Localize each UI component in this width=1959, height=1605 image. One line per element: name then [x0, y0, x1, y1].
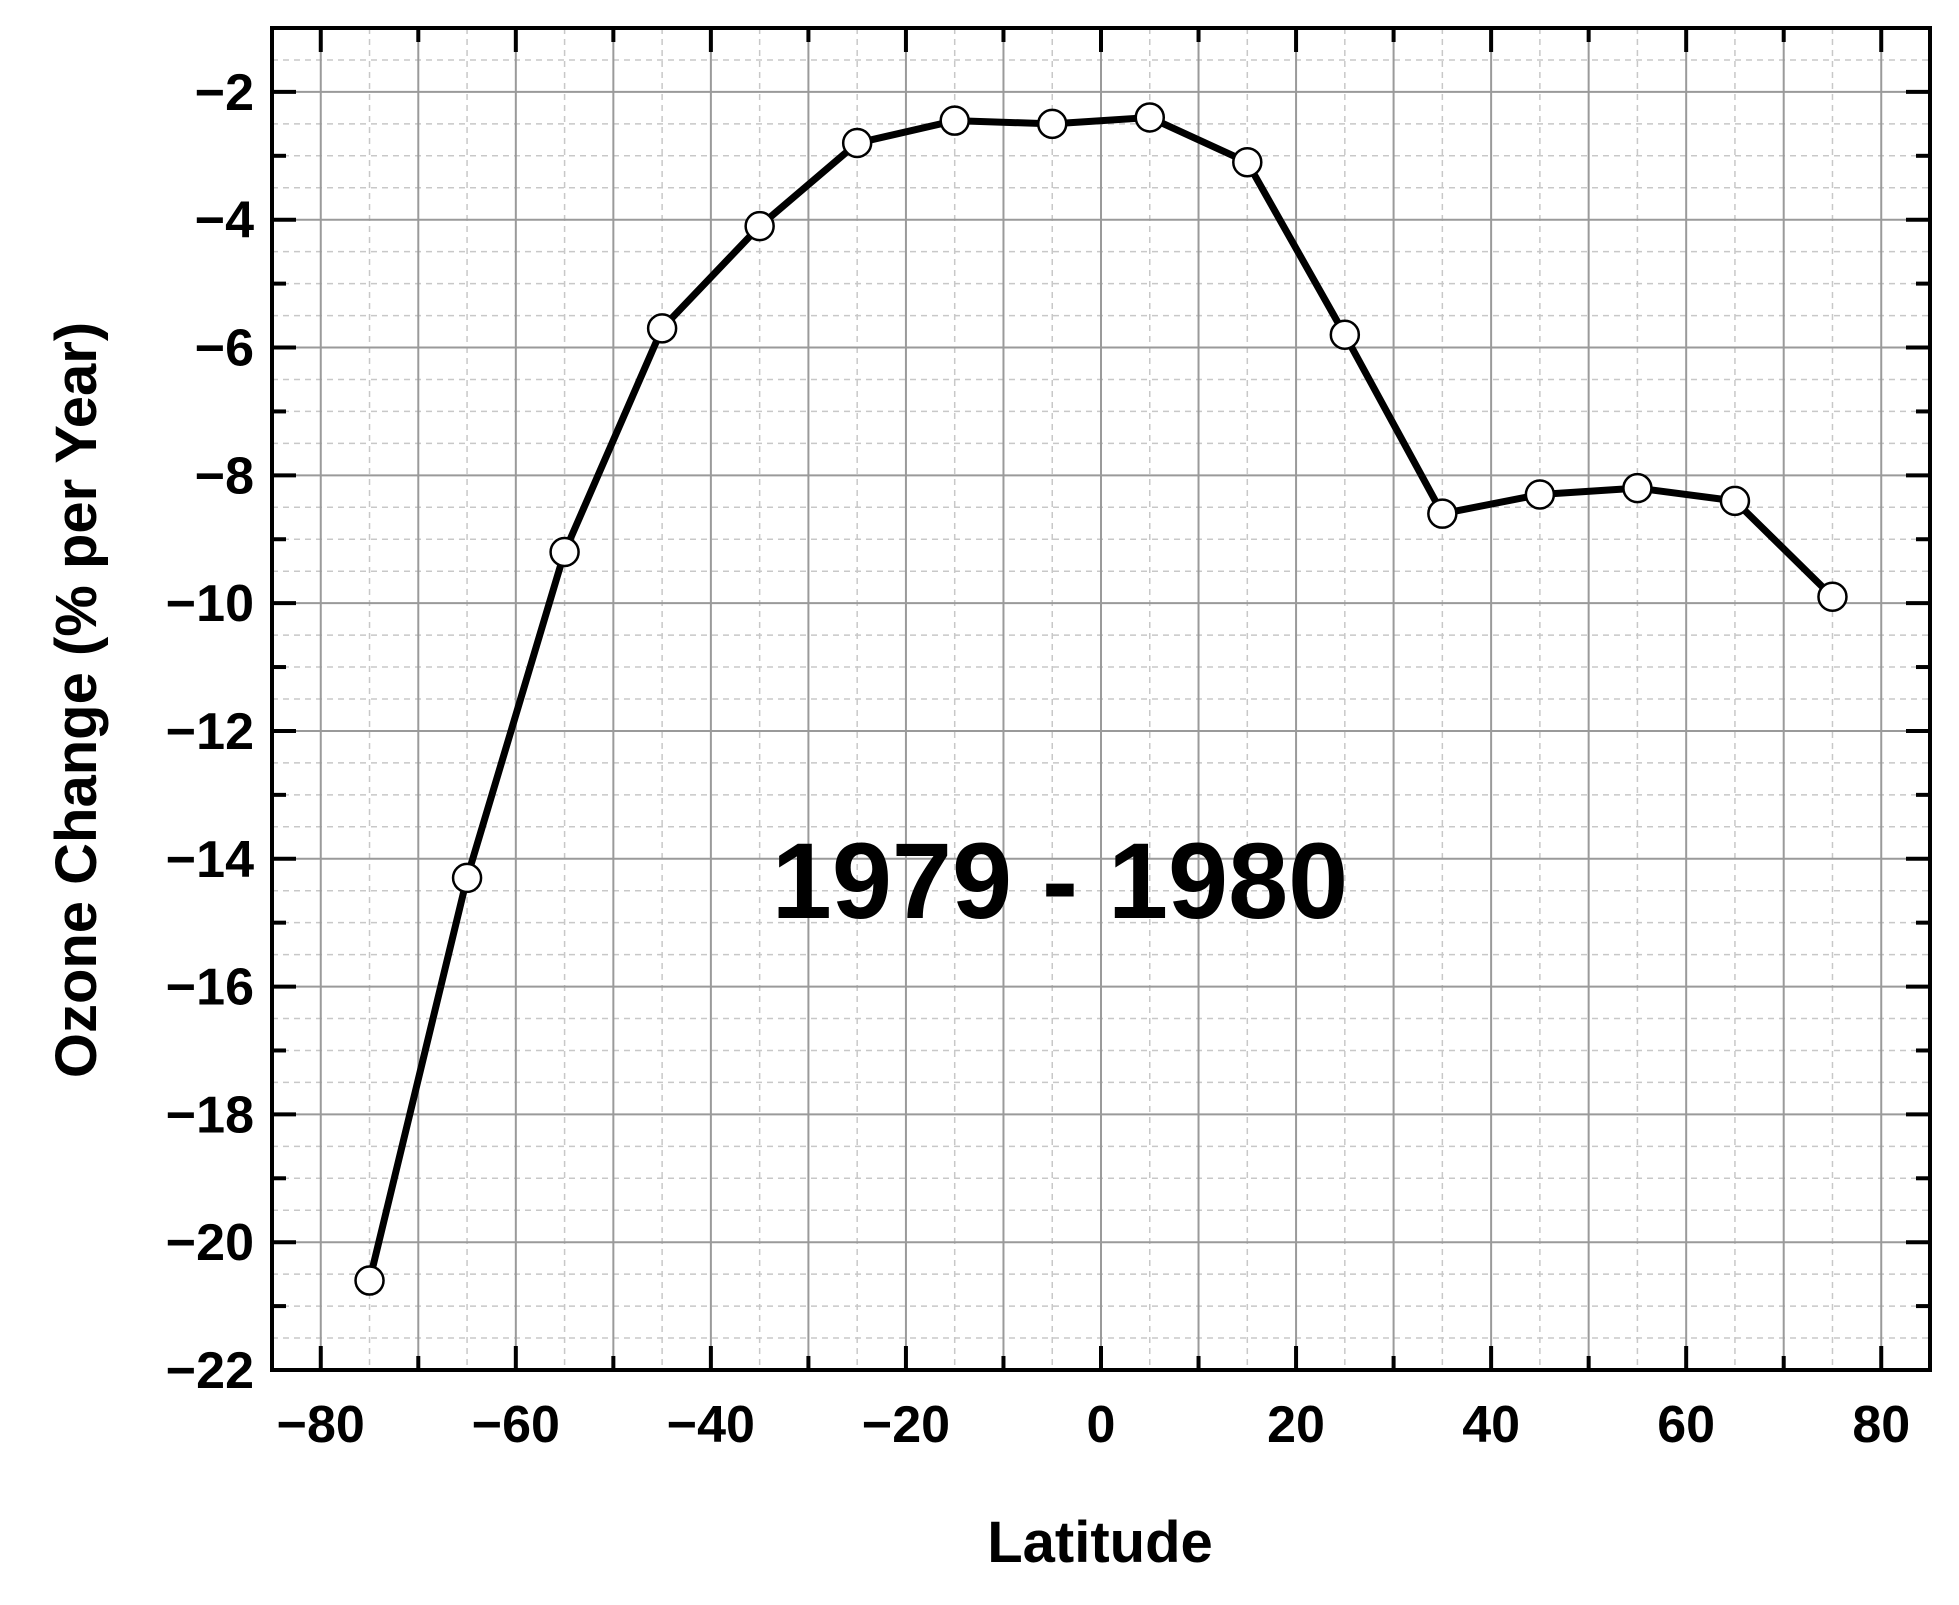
- y-tick-label: −4: [195, 192, 254, 250]
- x-tick-label: 60: [1657, 1396, 1715, 1454]
- y-tick-label: −20: [166, 1214, 254, 1272]
- x-axis-title: Latitude: [987, 1510, 1213, 1575]
- data-point: [1036, 108, 1068, 140]
- data-point: [841, 127, 873, 159]
- data-point: [1622, 472, 1653, 504]
- series-line: [366, 113, 1835, 1282]
- data-point: [646, 313, 678, 344]
- x-tick-label: −80: [277, 1396, 365, 1454]
- data-point: [939, 105, 970, 136]
- data-point: [1232, 146, 1263, 178]
- data-point: [1329, 319, 1361, 350]
- y-axis-title: Ozone Change (% per Year): [44, 322, 109, 1078]
- y-tick-labels: −2 −4 −6 −8 −10 −12 −14 −16 −18 −20 −22: [166, 64, 254, 1400]
- x-tick-label: −20: [862, 1396, 950, 1454]
- data-point: [354, 1265, 385, 1296]
- x-tick-label: −40: [667, 1396, 755, 1454]
- y-tick-label: −22: [166, 1342, 254, 1400]
- y-tick-label: −10: [166, 575, 254, 633]
- data-point: [1134, 102, 1166, 133]
- x-tick-label: 40: [1462, 1396, 1520, 1454]
- data-point: [549, 536, 580, 568]
- y-tick-label: −2: [195, 64, 254, 122]
- x-tick-label: −60: [472, 1396, 560, 1454]
- x-tick-label: 0: [1087, 1396, 1116, 1454]
- data-point: [451, 862, 483, 894]
- x-tick-label: 20: [1267, 1396, 1325, 1454]
- x-tick-label: 80: [1852, 1396, 1910, 1454]
- y-tick-label: −8: [195, 447, 254, 505]
- y-tick-label: −12: [166, 703, 254, 761]
- y-tick-label: −14: [166, 831, 254, 889]
- data-point: [1427, 498, 1458, 529]
- y-tick-label: −6: [195, 320, 254, 378]
- series-layer: [354, 102, 1848, 1296]
- data-point: [1524, 479, 1556, 510]
- x-tick-labels: −80 −60 −40 −20 0 20 40 60 80: [277, 1396, 1911, 1454]
- plot-frame: [270, 26, 1932, 1372]
- data-point: [1719, 485, 1751, 517]
- data-point: [744, 210, 775, 242]
- y-tick-label: −16: [166, 959, 254, 1017]
- year-range-annotation: 1979 - 1980: [772, 820, 1349, 941]
- y-tick-label: −18: [166, 1086, 254, 1144]
- data-point: [1817, 581, 1848, 613]
